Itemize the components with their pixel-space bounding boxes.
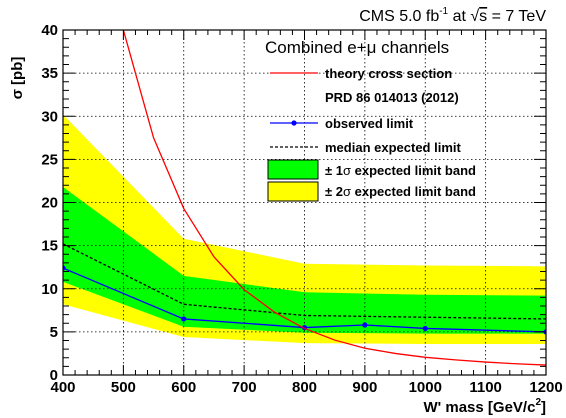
legend-band2-label: ± 2σ expected limit band [325, 184, 476, 199]
x-tick-label: 700 [232, 379, 257, 396]
legend-band2-swatch [267, 181, 319, 202]
legend-median-label: median expected limit [325, 140, 461, 155]
plot-clip-group [63, 30, 546, 375]
observed-limit-line [63, 267, 546, 333]
header-prefix: CMS 5.0 fb [359, 8, 439, 25]
x-tick-label: 500 [111, 379, 136, 396]
legend-band2-sigma: σ [343, 184, 351, 199]
band-1sigma [63, 186, 546, 334]
y-tick-label: 0 [50, 367, 58, 384]
x-axis-label-sup: 2 [535, 397, 541, 408]
legend-observed-label: observed limit [325, 116, 414, 131]
x-axis-label: W' mass [GeV/c2] [423, 397, 546, 416]
legend-band2-pm: ± 2 [325, 184, 343, 199]
x-tick-label: 1100 [469, 379, 502, 396]
observed-limit-point [63, 265, 66, 271]
legend-title: Combined e+μ channels [265, 38, 449, 57]
x-tick-label: 600 [171, 379, 196, 396]
legend-band1-sigma: σ [343, 163, 351, 178]
y-tick-label: 30 [41, 108, 58, 125]
legend-observed-marker [291, 120, 297, 126]
x-tick-label: 1200 [529, 379, 562, 396]
median-expected-line [63, 243, 546, 320]
y-tick-label: 10 [41, 281, 58, 298]
axes: 400 500 600 700 800 900 1000 1100 1200 0 5 10 15 20 25… [41, 22, 562, 396]
x-tick-label: 900 [352, 379, 377, 396]
header-middle: at [448, 8, 470, 25]
plot-area [63, 30, 546, 375]
y-tick-label: 40 [41, 22, 58, 39]
legend-theory-label: theory cross section [325, 66, 452, 81]
header-exponent: -1 [439, 6, 448, 17]
y-tick-label: 15 [41, 238, 58, 255]
legend-band1-text: expected limit band [351, 163, 476, 178]
sqrt-symbol: √ [470, 8, 479, 25]
observed-limit-point [422, 325, 428, 332]
x-tick-label: 800 [292, 379, 317, 396]
theory-cross-section-line [122, 30, 546, 366]
legend-band1-swatch [267, 159, 319, 180]
header-s: s [479, 8, 487, 25]
x-axis-label-main: W' mass [GeV/c [423, 399, 535, 416]
y-tick-label: 20 [41, 195, 58, 212]
y-axis-label: σ [pb] [9, 57, 26, 100]
legend: Combined e+μ channels theory cross secti… [265, 38, 476, 202]
legend-band1-label: ± 1σ expected limit band [325, 163, 476, 178]
y-tick-label: 5 [50, 324, 58, 341]
legend-band2-text: expected limit band [351, 184, 476, 199]
x-tick-label: 400 [50, 379, 75, 396]
observed-limit-point [362, 322, 368, 328]
header-suffix: = 7 TeV [487, 8, 546, 25]
x-tick-label: 1000 [409, 379, 442, 396]
y-tick-label: 25 [41, 151, 58, 168]
legend-reference-label: PRD 86 014013 (2012) [325, 90, 459, 105]
observed-limit-point [181, 316, 187, 322]
y-tick-label: 35 [41, 65, 58, 82]
legend-band1-pm: ± 1 [325, 163, 343, 178]
x-axis-label-end: ] [541, 399, 546, 416]
chart-header: CMS 5.0 fb-1 at √s = 7 TeV [359, 6, 546, 25]
